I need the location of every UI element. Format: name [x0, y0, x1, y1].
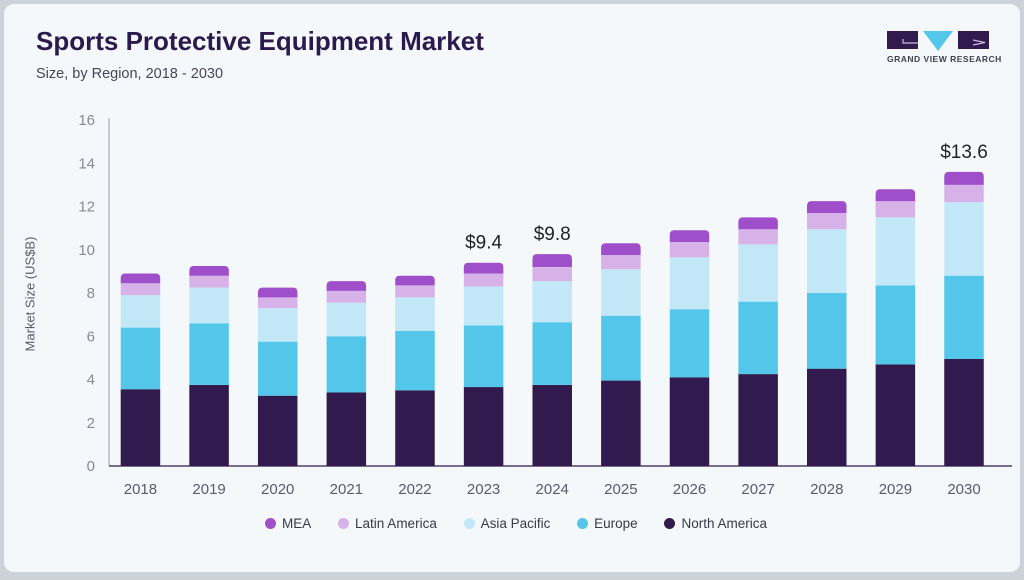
svg-text:2024: 2024: [536, 481, 569, 498]
svg-text:2028: 2028: [810, 481, 843, 498]
svg-text:$13.6: $13.6: [940, 142, 988, 163]
svg-text:10: 10: [78, 242, 95, 259]
svg-text:14: 14: [78, 155, 95, 172]
svg-text:$9.8: $9.8: [534, 224, 571, 245]
svg-text:0: 0: [87, 458, 95, 475]
svg-text:2027: 2027: [741, 481, 774, 498]
svg-text:4: 4: [87, 372, 95, 389]
svg-text:2029: 2029: [879, 481, 912, 498]
svg-text:2023: 2023: [467, 481, 500, 498]
svg-text:6: 6: [87, 328, 95, 345]
svg-text:2030: 2030: [947, 481, 980, 498]
svg-text:12: 12: [78, 199, 95, 216]
svg-text:16: 16: [78, 112, 95, 129]
svg-text:8: 8: [87, 285, 95, 302]
svg-text:2018: 2018: [124, 481, 157, 498]
svg-text:$9.4: $9.4: [465, 233, 502, 254]
svg-text:2025: 2025: [604, 481, 637, 498]
svg-text:2026: 2026: [673, 481, 706, 498]
svg-text:2021: 2021: [330, 481, 363, 498]
svg-text:2019: 2019: [192, 481, 225, 498]
svg-text:2022: 2022: [398, 481, 431, 498]
svg-text:2: 2: [87, 415, 95, 432]
svg-text:2020: 2020: [261, 481, 294, 498]
